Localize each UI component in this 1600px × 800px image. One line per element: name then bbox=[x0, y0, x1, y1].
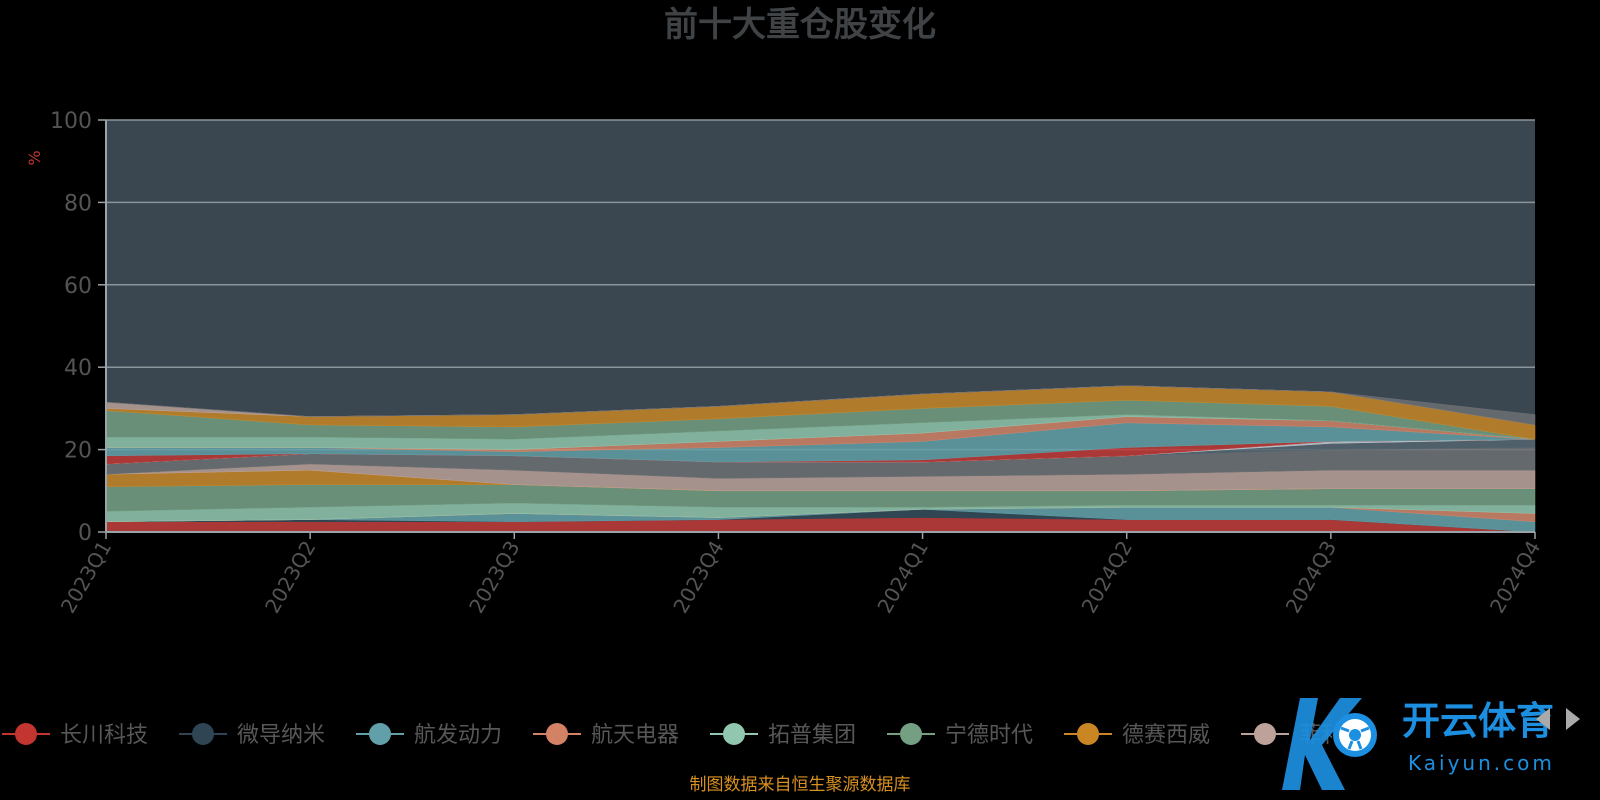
y-tick-label: 100 bbox=[50, 109, 92, 134]
y-tick-label: 40 bbox=[64, 356, 92, 381]
y-tick-label: 20 bbox=[64, 439, 92, 464]
legend-item[interactable]: 德赛西威 bbox=[1064, 723, 1210, 748]
legend-label: 航天电器 bbox=[591, 723, 679, 748]
legend-circle-marker bbox=[192, 723, 214, 745]
legend-circle-marker bbox=[723, 723, 745, 745]
legend-circle-marker bbox=[900, 723, 922, 745]
legend-circle-marker bbox=[369, 723, 391, 745]
y-tick-label: 80 bbox=[64, 191, 92, 216]
stacked-areas bbox=[105, 385, 1536, 533]
chevron-left-icon[interactable] bbox=[1536, 708, 1550, 730]
chevron-right-icon[interactable] bbox=[1566, 708, 1580, 730]
legend-circle-marker bbox=[546, 723, 568, 745]
series-area-unlabeled-18 bbox=[105, 385, 1536, 426]
legend-pager bbox=[1536, 708, 1580, 730]
legend-label: 拓普集团 bbox=[768, 723, 856, 748]
legend-label: 微导纳米 bbox=[237, 723, 325, 748]
legend-circle-marker bbox=[15, 723, 37, 745]
legend-label: 德赛西威 bbox=[1122, 723, 1210, 748]
chart-title: 前十大重仓股变化 bbox=[664, 5, 936, 45]
y-tick-label: 0 bbox=[78, 521, 92, 546]
watermark-subtext: Kaiyun.com bbox=[1408, 751, 1555, 775]
k-letter-shape bbox=[1282, 698, 1362, 790]
legend-label: 长川科技 bbox=[60, 723, 148, 748]
legend-label: 宁德时代 bbox=[945, 723, 1033, 748]
soccer-ball-icon bbox=[1333, 713, 1377, 757]
legend-item[interactable]: 长川科技 bbox=[2, 723, 148, 748]
legend-item[interactable]: 拓普集团 bbox=[710, 723, 856, 748]
legend-item[interactable]: 航天电器 bbox=[533, 723, 679, 748]
legend-item[interactable]: 宁德时代 bbox=[887, 723, 1033, 748]
watermark: 开云体育 Kaiyun.com bbox=[1282, 698, 1555, 790]
legend-circle-marker bbox=[1254, 723, 1276, 745]
legend-label: 航发动力 bbox=[414, 723, 502, 748]
legend-item[interactable]: 航发动力 bbox=[356, 723, 502, 748]
watermark-text: 开云体育 bbox=[1402, 699, 1554, 743]
y-axis-unit: % bbox=[25, 150, 44, 165]
y-tick-labels: 0 20 40 60 80 100 bbox=[50, 109, 92, 546]
legend-item[interactable]: 微导纳米 bbox=[179, 723, 325, 748]
axes bbox=[98, 119, 1536, 539]
y-tick-label: 60 bbox=[64, 274, 92, 299]
data-source-note: 制图数据来自恒生聚源数据库 bbox=[690, 775, 911, 795]
legend-circle-marker bbox=[1077, 723, 1099, 745]
